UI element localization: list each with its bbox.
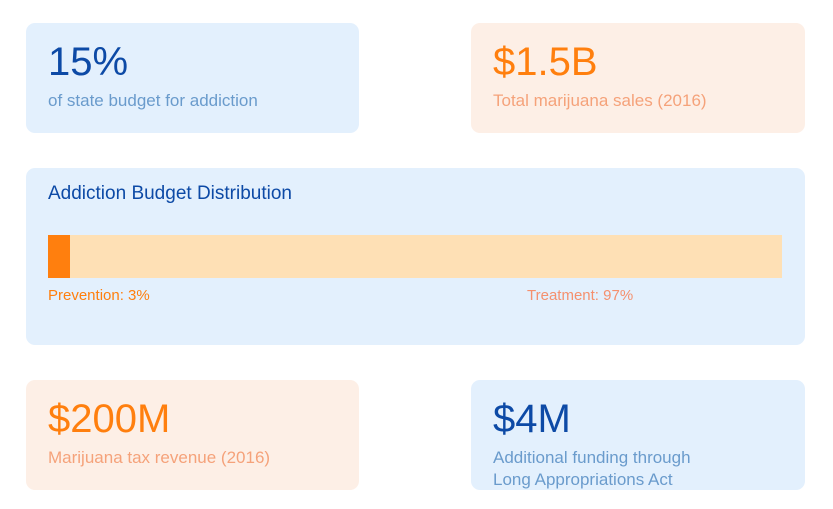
funding-label-line2: Long Appropriations Act [493,470,673,489]
tax-stat-card: $200M Marijuana tax revenue (2016) [26,380,359,490]
budget-stat-card: 15% of state budget for addiction [26,23,359,133]
prevention-bar-segment [48,235,71,278]
funding-stat-label: Additional funding through Long Appropri… [493,447,691,491]
budget-distribution-panel: Addiction Budget Distribution Prevention… [26,168,805,345]
tax-stat-value: $200M [48,397,171,441]
prevention-label: Prevention: 3% [48,287,150,304]
tax-stat-label: Marijuana tax revenue (2016) [48,448,271,467]
funding-label-line1: Additional funding through [493,448,691,467]
funding-stat-card: $4M Additional funding through Long Appr… [471,380,805,490]
budget-stat-label: of state budget for addiction [48,91,258,110]
sales-stat-value: $1.5B [493,40,598,84]
treatment-label: Treatment: 97% [527,287,634,304]
sales-stat-label: Total marijuana sales (2016) [493,91,707,110]
funding-stat-value: $4M [493,397,571,441]
sales-stat-card: $1.5B Total marijuana sales (2016) [471,23,805,133]
budget-stat-value: 15% [48,40,129,84]
distribution-bar [48,235,782,278]
distribution-title: Addiction Budget Distribution [48,183,292,204]
